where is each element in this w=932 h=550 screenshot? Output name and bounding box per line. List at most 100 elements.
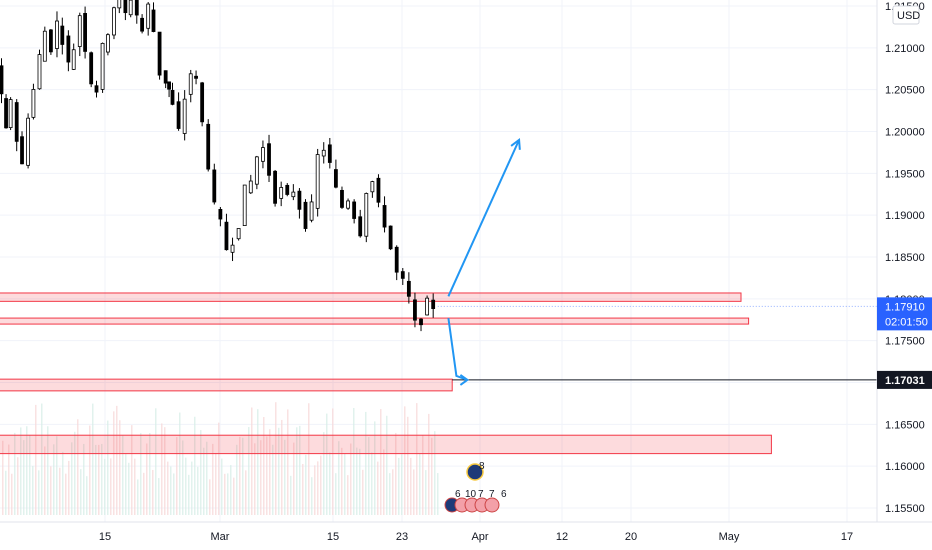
volume-bar [170,466,172,515]
candle-down [163,70,168,84]
volume-bar [14,432,16,515]
volume-bar [296,427,298,515]
volume-bar [302,463,304,515]
marked-level-label: 1.17031 [885,375,925,387]
volume-bar [311,477,313,515]
volume-bar [212,443,214,515]
candle-down [382,205,387,228]
volume-bar [329,452,331,515]
volume-bar [392,469,394,515]
candle-down [400,271,405,279]
volume-bar [41,403,43,515]
volume-bar [239,436,241,515]
event-count: 7 [489,489,495,500]
volume-bar [206,441,208,515]
candle-up [364,193,369,237]
moon-flag-icon [466,463,484,481]
volume-bar [140,433,142,515]
candle-down [394,246,399,273]
volume-bar [437,473,439,515]
volume-bar [173,473,175,515]
volume-bar [161,423,163,515]
volume-bar [149,433,151,515]
volume-bar [233,477,235,515]
price-tick-label: 1.19500 [885,168,925,180]
candle-down [94,85,99,93]
volume-bar [419,453,421,515]
candle-down [376,177,381,203]
volume-bar [422,435,424,515]
volume-bar [23,440,25,515]
event-count: 10 [465,489,477,500]
candle-up [146,3,151,29]
volume-bar [2,440,4,515]
event-count: 6 [501,489,507,500]
candle-up [346,200,350,209]
candle-up [31,89,36,118]
candle-up [279,187,284,199]
volume-bar [365,411,367,515]
price-tick-label: 1.20500 [885,85,925,97]
volume-bar [278,427,280,515]
volume-bar [50,466,52,515]
candle-up [230,244,235,253]
volume-bar [197,466,199,515]
volume-bar [194,416,196,515]
support-zone-3 [0,434,772,455]
candle-up [261,147,265,162]
candle-down [218,209,223,220]
volume-bar [77,419,79,515]
volume-bar [152,469,154,515]
candle-down [285,184,290,195]
volume-bar [11,473,13,515]
candle-up [254,156,259,185]
candle-up [188,73,193,95]
support-zone-2 [0,378,453,392]
volume-bar [353,407,355,515]
candle-up [425,297,430,316]
volume-bar [17,457,19,515]
candle-down [224,221,229,251]
last-price-label: 1.17910 [885,301,925,313]
volume-bar [185,457,187,515]
volume-bar [119,420,121,515]
time-tick-label: 15 [327,531,339,543]
volume-bar [413,469,415,515]
candle-down [157,31,162,76]
volume-bar [326,413,328,515]
volume-bar [230,465,232,515]
volume-bar [98,444,100,515]
candle-down [170,89,175,105]
volume-bar [215,452,217,515]
volume-bar [89,425,91,515]
candle-down [167,81,171,90]
volume-bar [380,409,382,515]
resistance-zone-upper [0,292,742,302]
volume-bar [167,461,169,515]
price-tick-label: 1.18500 [885,252,925,264]
volume-bar [359,448,361,515]
volume-bar [248,427,250,515]
candle-up [291,191,296,198]
volume-bar [344,453,346,515]
support-zone-1 [0,317,750,325]
volume-bar [155,408,157,515]
candle-down [14,102,19,142]
candle-up [106,34,110,53]
candle-down [194,75,198,79]
candle-down [89,52,94,85]
candle-down [273,170,278,204]
candle-down [4,98,8,129]
bullish-projection-arrow [447,137,521,297]
volume-bar [389,473,391,515]
volume-bar [395,432,397,515]
candlestick-series [0,0,877,381]
time-tick-label: 12 [556,531,568,543]
volume-bar [65,473,67,515]
volume-bar [341,447,343,515]
volume-bar [257,409,259,515]
arrow-shaft [447,317,468,381]
volume-bar [92,403,94,515]
